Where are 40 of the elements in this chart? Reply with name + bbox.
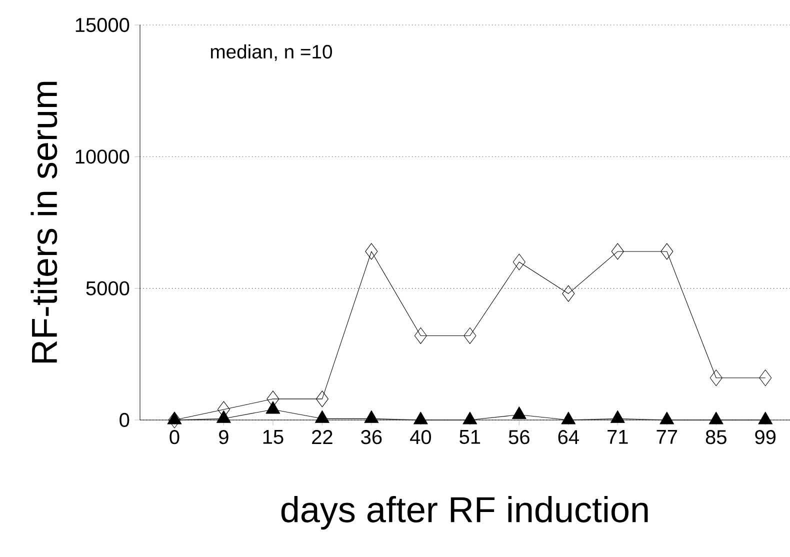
point	[660, 243, 674, 260]
y-tick-label: 5000	[86, 281, 130, 296]
x-axis-title: days after RF induction	[281, 496, 648, 530]
point	[561, 412, 576, 424]
point	[167, 412, 182, 424]
x-tick-label: 51	[460, 430, 480, 444]
y-tick-label: 0	[120, 412, 130, 428]
x-tick-label: 85	[706, 430, 726, 444]
point	[708, 412, 724, 424]
point	[414, 327, 427, 344]
point	[413, 412, 428, 424]
y-tick-label: 15000	[76, 18, 130, 32]
point	[610, 410, 625, 423]
x-tick-label: 77	[656, 430, 678, 444]
point	[462, 412, 478, 424]
point	[216, 410, 231, 423]
point	[512, 406, 526, 419]
y-axis-title: RF-titers in serum	[30, 82, 58, 363]
x-tick-label: 9	[219, 430, 228, 444]
x-tick-label: 0	[170, 430, 180, 444]
x-tick-label: 36	[361, 430, 382, 444]
y-tick-label: 10000	[76, 150, 130, 164]
x-tick-label: 40	[410, 430, 432, 444]
x-tick-label: 99	[755, 430, 776, 444]
point	[364, 410, 379, 423]
x-tick-label: 64	[558, 430, 579, 444]
point	[611, 243, 624, 260]
point	[660, 412, 674, 424]
point	[315, 410, 330, 423]
x-tick-label: 15	[263, 430, 284, 444]
x-tick-label: 71	[608, 430, 628, 444]
x-tick-label: 56	[508, 430, 530, 444]
point	[266, 401, 280, 414]
x-tick-label: 22	[312, 430, 332, 444]
point	[464, 327, 476, 344]
annotation: median, n =10	[210, 44, 332, 61]
point	[758, 412, 773, 424]
point	[512, 254, 526, 270]
point	[365, 243, 378, 260]
point	[562, 285, 575, 302]
